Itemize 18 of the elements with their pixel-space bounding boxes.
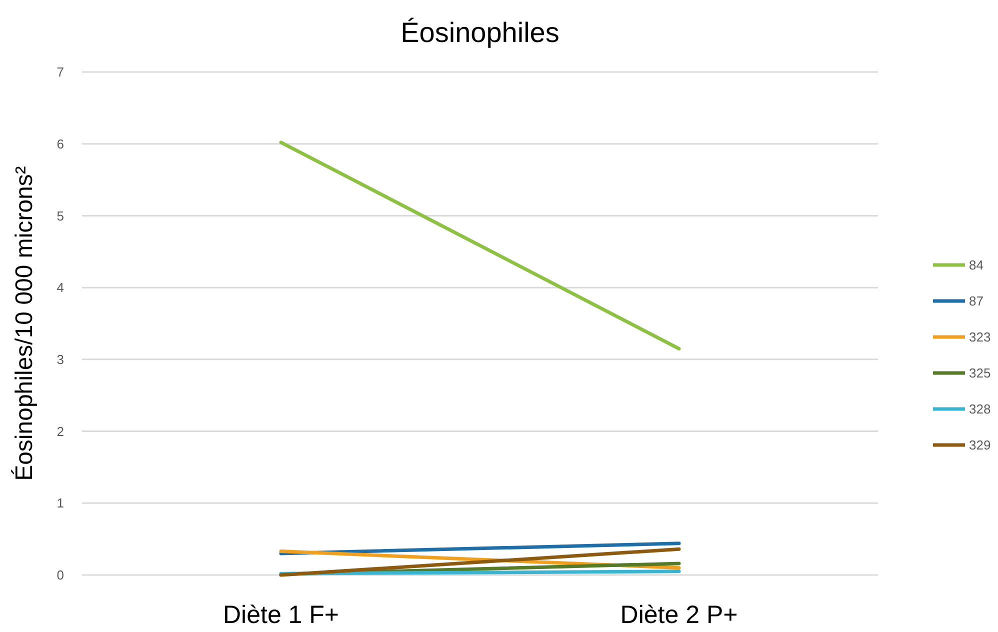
y-tick-label: 2 (56, 424, 64, 439)
y-tick-label: 0 (56, 568, 64, 583)
x-tick-label: Diète 1 F+ (222, 601, 340, 629)
legend-label: 323 (969, 330, 991, 345)
y-tick-label: 4 (56, 280, 64, 296)
x-tick-label: Diète 2 P+ (620, 601, 738, 629)
legend-label: 328 (969, 402, 991, 417)
legend-label: 84 (969, 258, 984, 273)
y-tick-label: 7 (56, 64, 64, 80)
y-tick-label: 6 (56, 136, 64, 152)
legend-label: 329 (969, 438, 991, 453)
y-tick-label: 5 (56, 208, 64, 224)
legend-label: 325 (969, 366, 991, 381)
legend-label: 87 (969, 294, 984, 309)
y-tick-label: 1 (56, 496, 64, 511)
y-axis-title: Éosinophiles/10 000 microns² (11, 166, 38, 481)
y-tick-label: 3 (56, 352, 64, 367)
chart-title: Éosinophiles (400, 17, 560, 48)
